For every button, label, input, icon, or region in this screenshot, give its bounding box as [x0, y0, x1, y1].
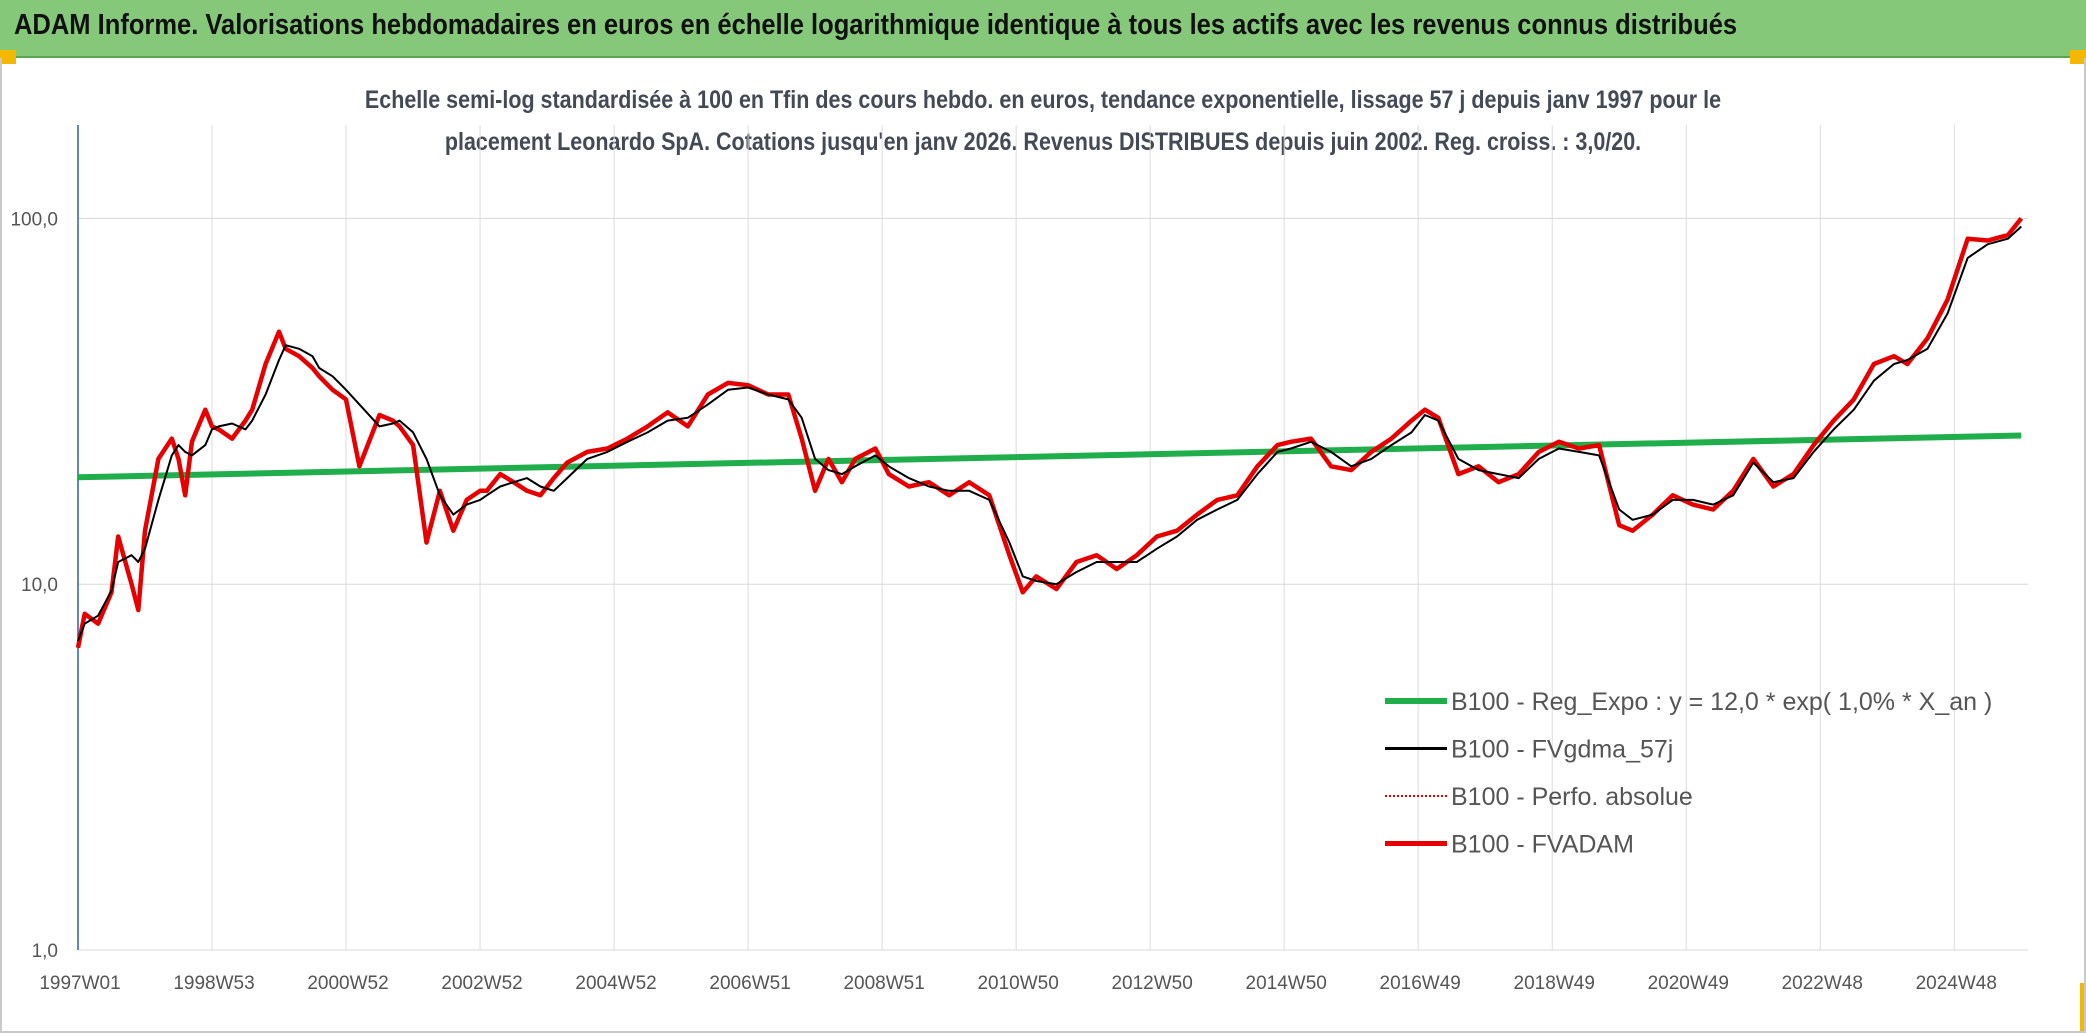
- y-tick-label: 10,0: [21, 575, 58, 596]
- report-banner: ADAM Informe. Valorisations hebdomadaire…: [0, 0, 2086, 58]
- chart-axes: 1,0 10,0 100,0 1997W01 1998W53 2000W52 2002W52…: [10, 125, 1997, 994]
- x-tick-label: 2014W50: [1246, 973, 1327, 994]
- x-tick-label: 2004W52: [575, 973, 656, 994]
- legend-label: B100 - FVgdma_57j: [1451, 736, 1673, 764]
- x-tick-label: 2006W51: [709, 973, 790, 994]
- x-tick-label: 2024W48: [1916, 973, 1997, 994]
- corner-accent-left: [0, 50, 16, 64]
- y-tick-label: 100,0: [10, 209, 58, 230]
- x-tick-label: 1998W53: [173, 973, 254, 994]
- report-title: ADAM Informe. Valorisations hebdomadaire…: [14, 9, 1738, 41]
- x-tick-label: 2008W51: [843, 973, 924, 994]
- x-tick-label: 2002W52: [441, 973, 522, 994]
- x-tick-label: 2020W49: [1648, 973, 1729, 994]
- corner-accent-right: [2070, 50, 2086, 64]
- x-tick-label: 2016W49: [1380, 973, 1461, 994]
- series-line-fvgdma: [77, 225, 2022, 642]
- chart-legend: B100 - Reg_Expo : y = 12,0 * exp( 1,0% *…: [1385, 688, 1992, 859]
- x-tick-label: 2012W50: [1111, 973, 1192, 994]
- legend-label: B100 - Reg_Expo : y = 12,0 * exp( 1,0% *…: [1451, 688, 1992, 716]
- x-tick-label: 2022W48: [1782, 973, 1863, 994]
- x-tick-label: 2000W52: [307, 973, 388, 994]
- chart-subtitle-line-1: Echelle semi-log standardisée à 100 en T…: [364, 86, 1722, 114]
- x-tick-label: 1997W01: [39, 973, 120, 994]
- legend-label: B100 - Perfo. absolue: [1451, 783, 1693, 811]
- corner-accent-bottom-right: [2080, 983, 2086, 1033]
- y-tick-label: 1,0: [32, 941, 58, 962]
- chart-frame: [0, 58, 2086, 1033]
- series-line-reg-expo: [77, 432, 2022, 481]
- chart-series: [75, 216, 2024, 649]
- series-line-perfo-absolue: [77, 218, 2022, 648]
- legend-label: B100 - FVADAM: [1451, 831, 1634, 859]
- chart-grid: [78, 125, 2028, 951]
- chart-subtitle-line-2: placement Leonardo SpA. Cotations jusqu'…: [444, 128, 1642, 156]
- x-tick-label: 2018W49: [1514, 973, 1595, 994]
- x-tick-label: 2010W50: [977, 973, 1058, 994]
